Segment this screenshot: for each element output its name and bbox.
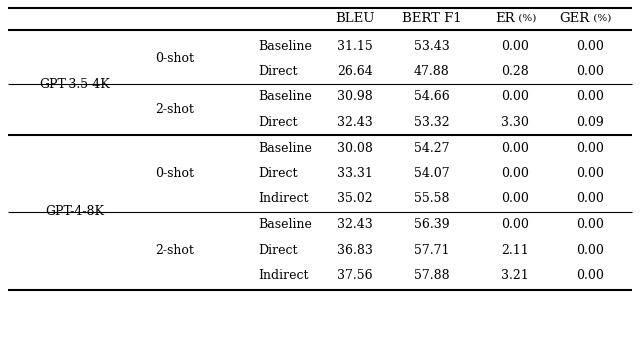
Text: 3.21: 3.21	[501, 269, 529, 282]
Text: 56.39: 56.39	[414, 218, 450, 231]
Text: 0.00: 0.00	[576, 141, 604, 154]
Text: 3.30: 3.30	[501, 116, 529, 129]
Text: 0.00: 0.00	[501, 193, 529, 205]
Text: 0.00: 0.00	[576, 218, 604, 231]
Text: Baseline: Baseline	[258, 218, 312, 231]
Text: 0-shot: 0-shot	[156, 167, 195, 180]
Text: 0.00: 0.00	[576, 193, 604, 205]
Text: 0.00: 0.00	[576, 40, 604, 53]
Text: 32.43: 32.43	[337, 116, 373, 129]
Text: 55.58: 55.58	[414, 193, 450, 205]
Text: 53.32: 53.32	[414, 116, 450, 129]
Text: 2-shot: 2-shot	[156, 103, 195, 116]
Text: 0.09: 0.09	[576, 116, 604, 129]
Text: Direct: Direct	[258, 116, 298, 129]
Text: Indirect: Indirect	[258, 269, 308, 282]
Text: Baseline: Baseline	[258, 141, 312, 154]
Text: GPT-3.5-4K: GPT-3.5-4K	[40, 78, 110, 91]
Text: GPT-4-8K: GPT-4-8K	[45, 205, 104, 218]
Text: 0.00: 0.00	[576, 244, 604, 257]
Text: 37.56: 37.56	[337, 269, 373, 282]
Text: 0.00: 0.00	[501, 90, 529, 104]
Text: 47.88: 47.88	[414, 65, 450, 78]
Text: 0.00: 0.00	[576, 167, 604, 180]
Text: 2.11: 2.11	[501, 244, 529, 257]
Text: 32.43: 32.43	[337, 218, 373, 231]
Text: (%): (%)	[515, 13, 536, 22]
Text: 0.00: 0.00	[576, 269, 604, 282]
Text: 0.00: 0.00	[501, 218, 529, 231]
Text: 35.02: 35.02	[337, 193, 373, 205]
Text: GER: GER	[560, 11, 590, 24]
Text: 54.07: 54.07	[414, 167, 450, 180]
Text: Indirect: Indirect	[258, 193, 308, 205]
Text: 0-shot: 0-shot	[156, 52, 195, 65]
Text: 0.00: 0.00	[501, 40, 529, 53]
Text: 57.71: 57.71	[414, 244, 450, 257]
Text: Direct: Direct	[258, 65, 298, 78]
Text: 0.00: 0.00	[576, 90, 604, 104]
Text: 36.83: 36.83	[337, 244, 373, 257]
Text: (%): (%)	[590, 13, 611, 22]
Text: 54.66: 54.66	[414, 90, 450, 104]
Text: 33.31: 33.31	[337, 167, 373, 180]
Text: BLEU: BLEU	[335, 11, 375, 24]
Text: 0.28: 0.28	[501, 65, 529, 78]
Text: 30.98: 30.98	[337, 90, 373, 104]
Text: Direct: Direct	[258, 167, 298, 180]
Text: 0.00: 0.00	[501, 167, 529, 180]
Text: ER: ER	[495, 11, 515, 24]
Text: 57.88: 57.88	[414, 269, 450, 282]
Text: Direct: Direct	[258, 244, 298, 257]
Text: 54.27: 54.27	[414, 141, 450, 154]
Text: 0.00: 0.00	[576, 65, 604, 78]
Text: 2-shot: 2-shot	[156, 244, 195, 257]
Text: 0.00: 0.00	[501, 141, 529, 154]
Text: 26.64: 26.64	[337, 65, 373, 78]
Text: 30.08: 30.08	[337, 141, 373, 154]
Text: Baseline: Baseline	[258, 90, 312, 104]
Text: BERT F1: BERT F1	[402, 11, 462, 24]
Text: 53.43: 53.43	[414, 40, 450, 53]
Text: 31.15: 31.15	[337, 40, 373, 53]
Text: Baseline: Baseline	[258, 40, 312, 53]
